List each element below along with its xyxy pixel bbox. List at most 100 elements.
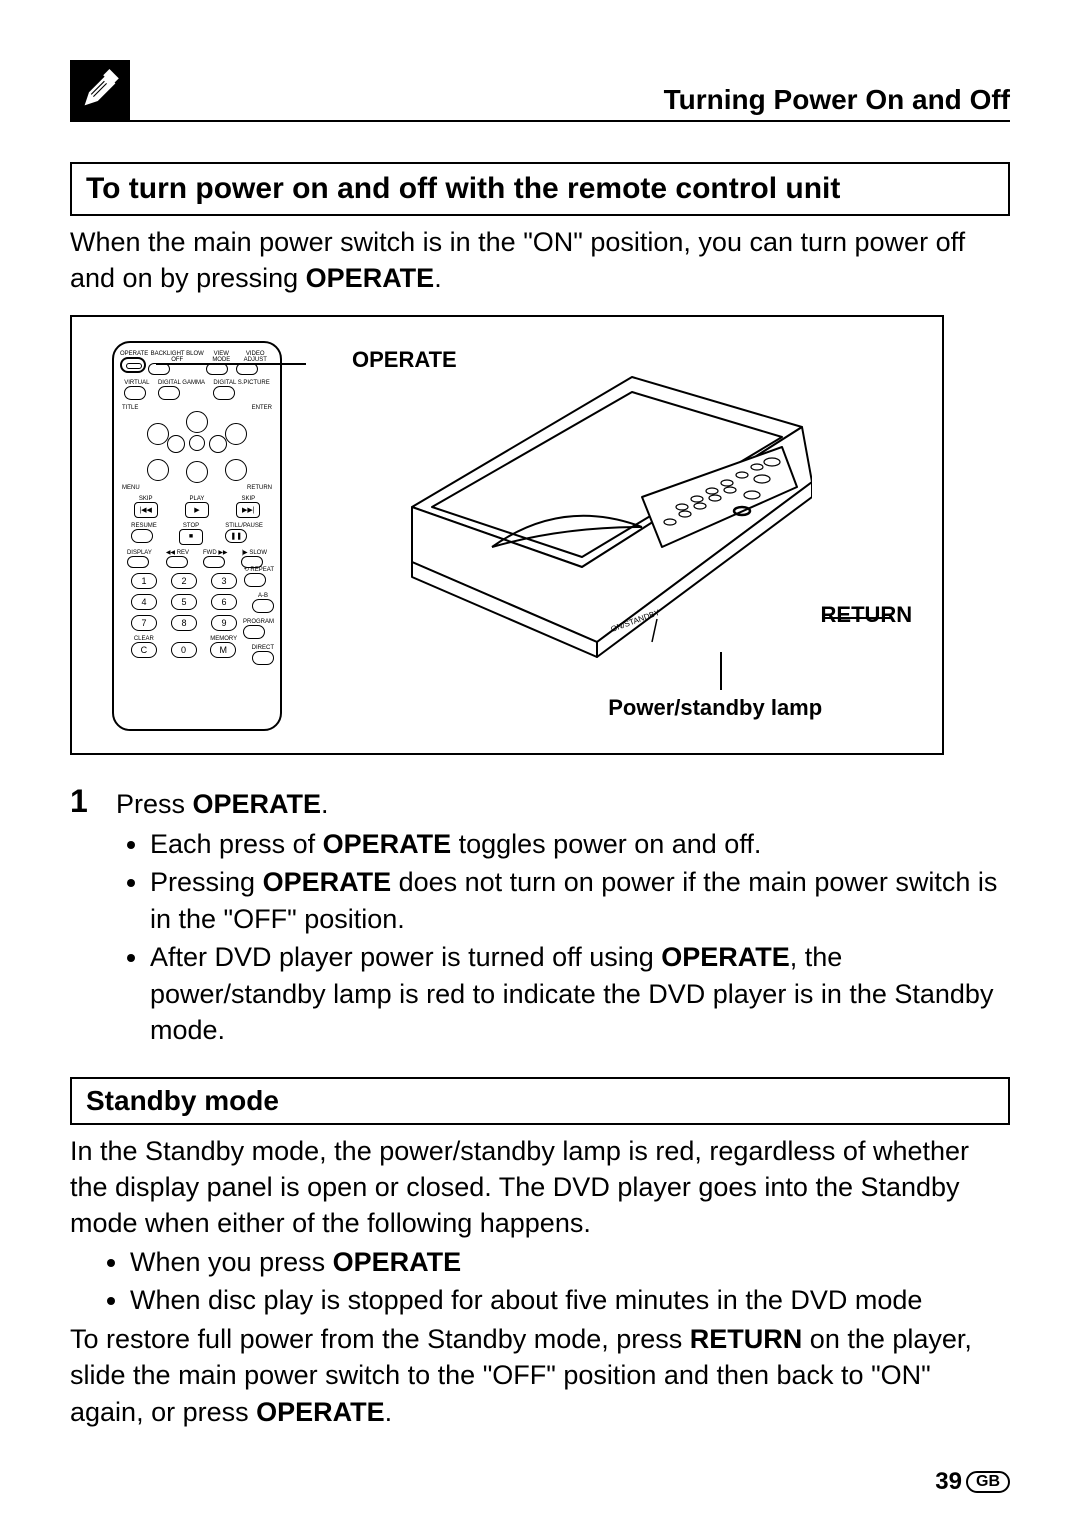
- return-callout: RETURN: [821, 602, 913, 628]
- section-1-box: To turn power on and off with the remote…: [70, 162, 1010, 216]
- diagram: OPERATE BACKLIGHT BLOW OFF VIEW MODE VID…: [70, 315, 944, 755]
- remote-button: [186, 411, 208, 433]
- remote-button: [167, 435, 185, 453]
- pencil-icon: [70, 60, 130, 120]
- remote-button: [225, 459, 247, 481]
- remote-button: [131, 529, 153, 543]
- t: toggles power on and off.: [451, 829, 761, 859]
- operate-pointer-line: [156, 363, 306, 365]
- step-1: 1 Press OPERATE.: [70, 783, 1010, 820]
- t: OPERATE: [193, 789, 322, 819]
- remote-lbl: A-B: [252, 593, 274, 599]
- remote-button: [124, 386, 146, 400]
- remote-button: ❚❚: [225, 529, 247, 543]
- page-footer: 39 GB: [935, 1468, 1010, 1496]
- remote-lbl: CLEAR: [131, 636, 157, 642]
- remote-button: [243, 625, 265, 639]
- page-number: 39: [935, 1468, 962, 1496]
- bullet: When you press OPERATE: [130, 1244, 1010, 1280]
- t: Press: [116, 789, 193, 819]
- remote-lbl: PLAY: [185, 496, 209, 502]
- remote-lbl: VIRTUAL: [124, 380, 149, 386]
- intro-c: .: [434, 263, 442, 293]
- remote-lbl: DISPLAY: [127, 550, 152, 556]
- standby-bullets: When you press OPERATE When disc play is…: [70, 1244, 1010, 1319]
- remote-button: [189, 435, 205, 451]
- remote-button: [225, 423, 247, 445]
- remote-lbl: ◀◀ REV: [166, 550, 189, 556]
- bullet: Each press of OPERATE toggles power on a…: [150, 826, 1010, 862]
- remote-lbl-operate: OPERATE: [120, 351, 148, 357]
- player-illustration: ON/STANDBY: [382, 367, 812, 707]
- remote-lbl: FWD ▶▶: [203, 550, 228, 556]
- remote-button: [158, 386, 180, 400]
- remote-num: 8: [171, 615, 197, 631]
- remote-button: [186, 461, 208, 483]
- t: OPERATE: [661, 942, 790, 972]
- remote-num: 5: [171, 594, 197, 610]
- remote-button: [209, 435, 227, 453]
- t: OPERATE: [256, 1397, 385, 1427]
- t: RETURN: [690, 1324, 803, 1354]
- remote-lbl: TITLE: [122, 405, 138, 411]
- remote-operate-button: [120, 357, 146, 373]
- remote-num: 9: [211, 615, 237, 631]
- t: OPERATE: [263, 867, 392, 897]
- remote-dpad: [147, 413, 247, 483]
- lamp-pointer-line: [720, 652, 722, 690]
- remote-lbl: DIRECT: [252, 645, 274, 651]
- t: OPERATE: [323, 829, 452, 859]
- remote-lbl: DIGITAL S.PICTURE: [213, 380, 269, 386]
- remote-lbl: RETURN: [247, 485, 272, 491]
- remote-lbl: SKIP: [134, 496, 158, 502]
- t: .: [321, 789, 329, 819]
- remote-button: [166, 556, 188, 568]
- remote-num: 3: [211, 573, 237, 589]
- intro-a: When the main power switch is in the "ON…: [70, 227, 965, 293]
- remote-num: 0: [171, 642, 197, 658]
- standby-p2: To restore full power from the Standby m…: [70, 1321, 1010, 1430]
- step-1-number: 1: [70, 783, 100, 820]
- remote-lbl: SKIP: [236, 496, 260, 502]
- remote-lbl: MEMORY: [210, 636, 237, 642]
- remote-button: [244, 573, 266, 587]
- bullet: When disc play is stopped for about five…: [130, 1282, 1010, 1318]
- remote-button: [213, 386, 235, 400]
- remote-num: 4: [131, 594, 157, 610]
- t: .: [385, 1397, 393, 1427]
- remote-button: [147, 459, 169, 481]
- t: To restore full power from the Standby m…: [70, 1324, 690, 1354]
- standby-p1: In the Standby mode, the power/standby l…: [70, 1133, 1010, 1242]
- section-1-intro: When the main power switch is in the "ON…: [70, 224, 1010, 297]
- manual-page: Turning Power On and Off To turn power o…: [0, 0, 1080, 1536]
- remote-button: |◀◀: [134, 502, 158, 518]
- remote-lbl: VIEW MODE: [206, 351, 236, 363]
- t: Pressing: [150, 867, 263, 897]
- section-2-box: Standby mode: [70, 1077, 1010, 1125]
- remote-button: ▶: [185, 502, 209, 518]
- remote-num: M: [210, 642, 236, 658]
- remote-button: [147, 423, 169, 445]
- remote-lbl: DIGITAL GAMMA: [158, 380, 205, 386]
- remote-button: ■: [179, 529, 203, 545]
- remote-button: [252, 651, 274, 665]
- remote-lbl: PROGRAM: [243, 619, 274, 625]
- t: Each press of: [150, 829, 323, 859]
- t: When you press: [130, 1247, 333, 1277]
- lamp-callout: Power/standby lamp: [608, 695, 822, 721]
- remote-lbl: RESUME: [131, 523, 157, 529]
- t: After DVD player power is turned off usi…: [150, 942, 661, 972]
- remote-lbl: MENU: [122, 485, 140, 491]
- remote-num: C: [131, 642, 157, 658]
- remote-lbl: STOP: [179, 523, 203, 529]
- section-2-title: Standby mode: [86, 1085, 994, 1117]
- page-title: Turning Power On and Off: [664, 84, 1010, 116]
- step-1-bullets: Each press of OPERATE toggles power on a…: [70, 826, 1010, 1049]
- t: OPERATE: [333, 1247, 462, 1277]
- remote-control-illustration: OPERATE BACKLIGHT BLOW OFF VIEW MODE VID…: [112, 341, 282, 731]
- remote-button: [203, 556, 225, 568]
- remote-lbl: |▶ SLOW: [241, 550, 267, 556]
- region-badge: GB: [966, 1471, 1010, 1493]
- remote-num: 6: [211, 594, 237, 610]
- intro-b: OPERATE: [306, 263, 435, 293]
